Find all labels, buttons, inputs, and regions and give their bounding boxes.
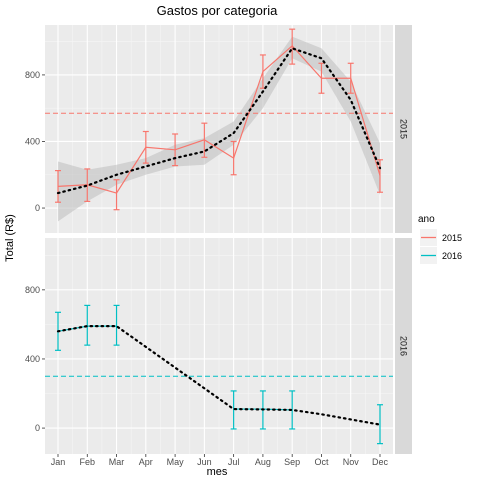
smooth-trend-line — [56, 46, 382, 195]
x-tick-label: Aug — [255, 457, 271, 467]
error-bar-Jan — [55, 170, 61, 203]
y-tick-label: 400 — [25, 136, 40, 146]
error-bar-Jul — [230, 140, 237, 176]
error-bar-Jun — [201, 122, 208, 158]
error-bar-May — [172, 133, 179, 167]
error-bar-Mar — [113, 179, 120, 211]
error-bar-Jul — [230, 390, 237, 430]
smooth-confidence-band — [58, 36, 380, 222]
x-tick-label: Jun — [197, 457, 212, 467]
y-tick-label: 0 — [35, 203, 40, 213]
x-tick-label: Apr — [139, 457, 153, 467]
y-tick-label: 800 — [25, 285, 40, 295]
x-tick-label: Dec — [372, 457, 389, 467]
x-tick-label: Mar — [109, 457, 125, 467]
error-bar-Oct — [318, 62, 325, 94]
error-bar-Dec — [377, 404, 383, 445]
x-tick-label: Nov — [343, 457, 360, 467]
error-bar-Sep — [289, 28, 296, 65]
y-tick-label: 0 — [35, 423, 40, 433]
x-axis-title: mes — [207, 466, 228, 478]
legend-label: 2015 — [442, 233, 462, 243]
facet-panel-2016: 0 400 800 2016 — [25, 238, 412, 454]
x-tick-label: Feb — [80, 457, 96, 467]
legend-item-2016: 2016 — [420, 247, 462, 264]
error-bar-Apr — [142, 130, 149, 164]
error-bar-Feb — [84, 168, 91, 202]
facet-strip-label: 2016 — [399, 336, 409, 356]
y-tick-label: 800 — [25, 70, 40, 80]
legend-title: ano — [418, 214, 435, 225]
chart-title: Gastos por categoria — [157, 3, 278, 18]
facet-strip — [395, 25, 412, 233]
legend-item-2015: 2015 — [420, 229, 462, 246]
y-tick-label: 400 — [25, 354, 40, 364]
smooth-trend-line — [56, 325, 382, 426]
x-axis: Jan Feb Mar Apr May Jun Jul Aug Sep Oct Nov Dec — [51, 454, 389, 467]
x-tick-label: Jan — [51, 457, 66, 467]
error-bar-Nov — [347, 62, 354, 94]
y-axis-title: Total (R$) — [4, 214, 16, 262]
legend-label: 2016 — [442, 251, 462, 261]
facet-panel-2015: 0 400 800 2015 — [25, 25, 412, 233]
x-tick-label: May — [167, 457, 185, 467]
error-bar-Mar — [113, 304, 120, 346]
facet-strip — [395, 238, 412, 454]
facet-strip-label: 2015 — [399, 119, 409, 139]
error-bar-Feb — [84, 304, 91, 346]
x-tick-label: Jul — [228, 457, 240, 467]
facet-panels: 0 400 800 2015 0 400 800 2016 — [25, 25, 412, 454]
error-bar-Dec — [377, 159, 383, 193]
legend: ano 2015 2016 — [418, 214, 462, 264]
x-tick-label: Sep — [284, 457, 300, 467]
series-line — [57, 44, 381, 194]
x-tick-label: Oct — [314, 457, 329, 467]
